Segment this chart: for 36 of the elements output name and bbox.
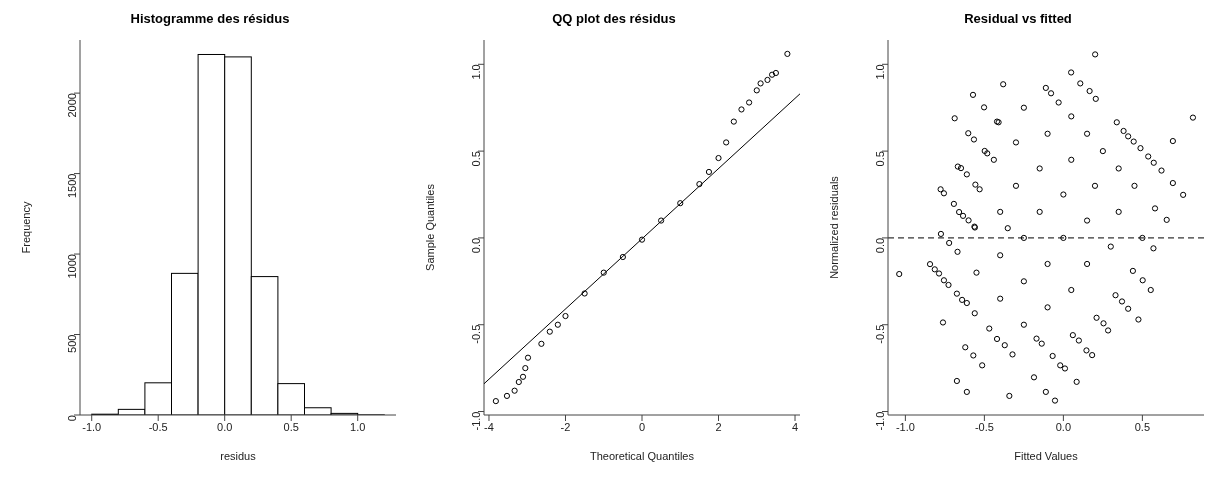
x-tick-label: 1.0 bbox=[350, 420, 366, 433]
y-tick-label: 0 bbox=[65, 415, 78, 422]
x-tick-label: 0.5 bbox=[1134, 420, 1151, 433]
y-axis-title: Sample Quantiles bbox=[423, 183, 436, 271]
y-tick-label: 0.5 bbox=[873, 151, 886, 167]
y-tick-label: 1000 bbox=[65, 254, 78, 279]
chart-title: QQ plot des résidus bbox=[551, 10, 677, 28]
x-tick-label: -1.0 bbox=[82, 420, 102, 433]
x-tick-label: 0 bbox=[638, 420, 646, 433]
x-tick-label: 2 bbox=[715, 420, 722, 433]
y-tick-label: 1.0 bbox=[469, 64, 482, 80]
x-tick-label: 0.5 bbox=[283, 420, 299, 433]
x-axis-title: residus bbox=[220, 450, 257, 462]
y-tick-label: 0.0 bbox=[873, 237, 886, 254]
y-axis-title: Frequency bbox=[19, 201, 32, 254]
x-tick-label: 0.0 bbox=[1055, 420, 1072, 433]
y-axis-title: Normalized residuals bbox=[827, 175, 840, 279]
y-tick-label: 0.0 bbox=[469, 237, 482, 254]
y-tick-label: 500 bbox=[65, 334, 78, 353]
x-axis-title: Fitted Values bbox=[1014, 450, 1079, 462]
y-tick-label: 1.0 bbox=[873, 64, 886, 80]
x-tick-label: -1.0 bbox=[895, 420, 915, 433]
chart-title: Residual vs fitted bbox=[963, 10, 1073, 28]
x-tick-label: 4 bbox=[791, 420, 799, 433]
chart-title: Histogramme des résidus bbox=[129, 10, 291, 28]
y-tick-label: 0.5 bbox=[469, 151, 482, 167]
y-tick-label: 1500 bbox=[65, 173, 78, 199]
x-tick-label: -4 bbox=[484, 420, 494, 433]
x-tick-label: 0.0 bbox=[217, 420, 233, 433]
x-tick-label: -0.5 bbox=[974, 420, 994, 433]
y-tick-label: -0.5 bbox=[469, 324, 482, 344]
y-tick-label: -0.5 bbox=[873, 324, 886, 344]
y-tick-label: 2000 bbox=[65, 93, 78, 118]
x-axis-title: Theoretical Quantiles bbox=[590, 450, 695, 462]
x-tick-label: -2 bbox=[560, 420, 571, 433]
x-tick-label: -0.5 bbox=[148, 420, 168, 433]
